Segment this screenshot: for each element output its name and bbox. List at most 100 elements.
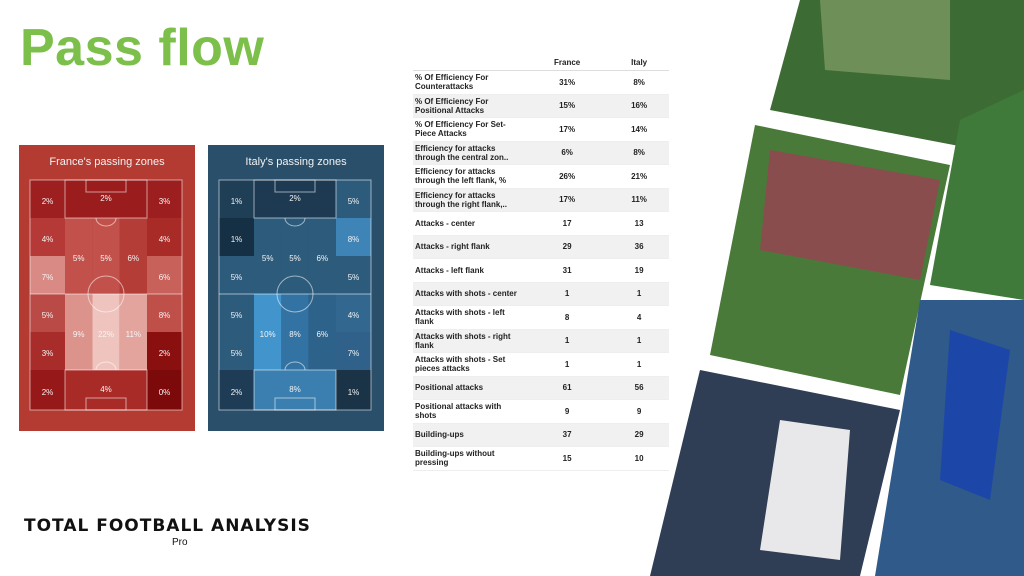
column-header: Italy — [609, 55, 669, 71]
row-label: Attacks - center — [413, 211, 525, 236]
row-label: Attacks with shots - center — [413, 282, 525, 306]
table-row: Attacks with shots - Set pieces attacks 1… — [413, 352, 669, 377]
pitch-line — [95, 217, 117, 227]
page-title: Pass flow — [20, 19, 265, 77]
photo — [820, 0, 950, 80]
zone — [147, 332, 182, 370]
zone-label: 8% — [289, 330, 301, 339]
zone-label: 5% — [231, 311, 243, 320]
zone — [336, 180, 371, 218]
zone-label: 1% — [231, 235, 243, 244]
photo — [760, 420, 850, 560]
table-row: Attacks with shots - center 1 1 — [413, 282, 669, 306]
table-row: Attacks with shots - left flank 8 4 — [413, 305, 669, 330]
cell-value: 1 — [609, 329, 669, 353]
zone — [65, 218, 93, 294]
photo — [930, 90, 1024, 300]
table-row: Attacks - center 17 13 — [413, 211, 669, 236]
row-label: Attacks with shots - left flank — [413, 305, 525, 330]
zone — [254, 218, 282, 294]
row-label: Efficiency for attacks through the left … — [413, 164, 525, 189]
cell-value: 1 — [525, 282, 610, 306]
zone-label: 4% — [159, 235, 171, 244]
table-row: % Of Efficiency For Set-Piece Attacks 17%… — [413, 117, 669, 142]
cell-value: 31% — [525, 70, 610, 95]
table-row: Positional attacks 61 56 — [413, 376, 669, 400]
row-label: Efficiency for attacks through the centr… — [413, 141, 525, 165]
pitch-line — [284, 217, 306, 227]
row-label: % Of Efficiency For Positional Attacks — [413, 94, 525, 118]
cell-value: 61 — [525, 376, 610, 400]
zone — [254, 370, 336, 410]
table-row: Efficiency for attacks through the left … — [413, 164, 669, 189]
zone-label: 5% — [348, 197, 360, 206]
cell-value: 8 — [525, 305, 610, 330]
table-row: % Of Efficiency For Counterattacks 31% 8% — [413, 70, 669, 95]
zone-label: 2% — [100, 194, 112, 203]
cell-value: 6% — [525, 141, 610, 165]
blank-header — [413, 55, 525, 71]
zone — [336, 370, 371, 410]
zone-label: 2% — [42, 388, 54, 397]
pitch-line — [85, 179, 127, 193]
row-label: Positional attacks — [413, 376, 525, 400]
zone — [281, 294, 309, 370]
zone — [219, 256, 254, 294]
zone-label: 5% — [289, 254, 301, 263]
zone-label: 7% — [348, 349, 360, 358]
pitch-title: Italy's passing zones — [245, 156, 347, 168]
zone-label: 5% — [100, 254, 112, 263]
cell-value: 9 — [525, 399, 610, 424]
cell-value: 1 — [609, 352, 669, 377]
zone-label: 5% — [42, 311, 54, 320]
cell-value: 17% — [525, 188, 610, 212]
table-body: % Of Efficiency For Counterattacks 31% 8%%… — [413, 70, 669, 471]
zone — [147, 218, 182, 256]
zone — [92, 294, 120, 370]
zone — [119, 218, 147, 294]
zone — [219, 180, 254, 218]
pitch-line — [95, 361, 117, 371]
zone-label: 4% — [42, 235, 54, 244]
zone-label: 1% — [348, 388, 360, 397]
zone-label: 4% — [100, 385, 112, 394]
pitch-line — [85, 397, 127, 411]
zone-label: 6% — [317, 254, 329, 263]
zone-label: 5% — [231, 273, 243, 282]
row-label: Attacks with shots - right flank — [413, 329, 525, 353]
table-row: Positional attacks with shots 9 9 — [413, 399, 669, 424]
pitch-line — [284, 361, 306, 371]
cell-value: 37 — [525, 423, 610, 447]
zone — [30, 180, 65, 218]
row-label: Building-ups — [413, 423, 525, 447]
zone — [219, 294, 254, 332]
zone — [30, 370, 65, 410]
cell-value: 36 — [609, 235, 669, 259]
cell-value: 17 — [525, 211, 610, 236]
zone-label: 5% — [231, 349, 243, 358]
zone — [219, 332, 254, 370]
pitch-line — [274, 179, 316, 193]
cell-value: 8% — [609, 70, 669, 95]
table-row: Efficiency for attacks through the centr… — [413, 141, 669, 165]
row-label: % Of Efficiency For Counterattacks — [413, 70, 525, 95]
zone — [65, 180, 147, 218]
brand-tier: Pro — [172, 537, 188, 548]
row-label: Efficiency for attacks through the right… — [413, 188, 525, 212]
table-row: Building-ups 37 29 — [413, 423, 669, 447]
table-row: Building-ups without pressing 15 10 — [413, 446, 669, 471]
cell-value: 26% — [525, 164, 610, 189]
zone-label: 4% — [348, 311, 360, 320]
zone-label: 2% — [42, 197, 54, 206]
zone-label: 7% — [42, 273, 54, 282]
cell-value: 15% — [525, 94, 610, 118]
cell-value: 1 — [609, 282, 669, 306]
zone — [308, 218, 336, 294]
zone — [30, 294, 65, 332]
zone — [336, 294, 371, 332]
table-header: France Italy — [413, 55, 669, 71]
zone — [147, 256, 182, 294]
zone — [281, 218, 309, 294]
zone-label: 8% — [159, 311, 171, 320]
